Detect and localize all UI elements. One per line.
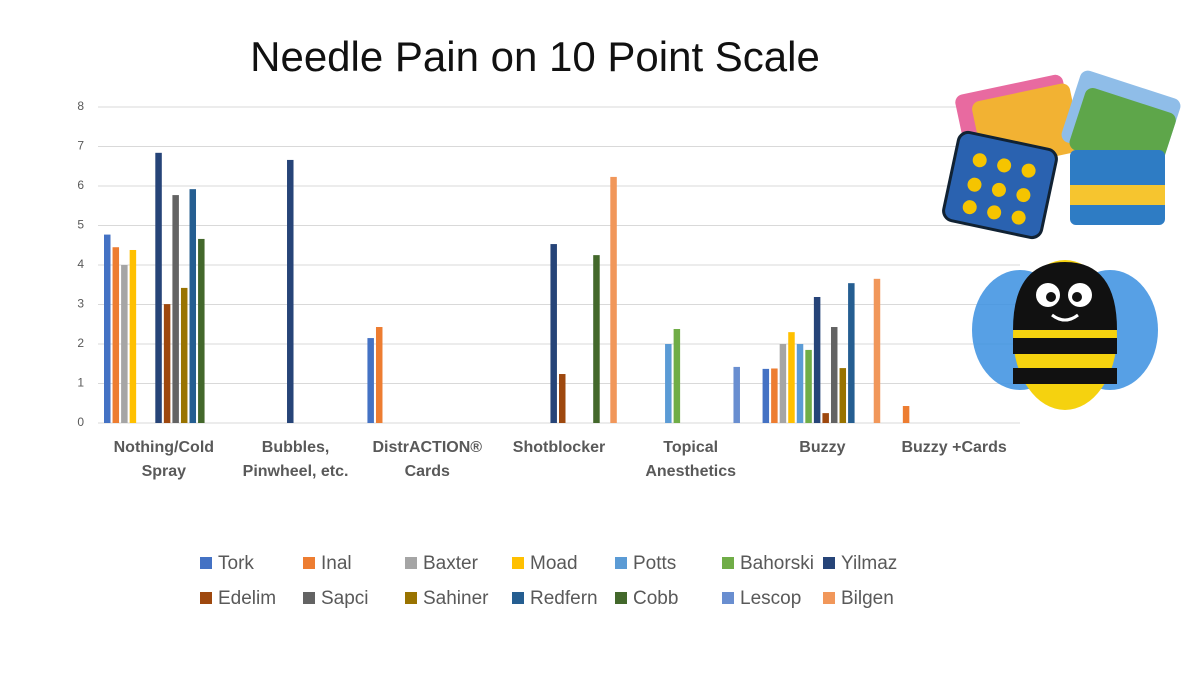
legend-label: Bahorski bbox=[740, 553, 814, 574]
bar bbox=[902, 406, 910, 423]
bar bbox=[180, 287, 188, 423]
legend-label: Moad bbox=[530, 553, 578, 574]
legend-swatch bbox=[615, 557, 627, 569]
y-tick-label: 3 bbox=[77, 297, 84, 311]
y-tick-label: 4 bbox=[77, 257, 84, 271]
legend-swatch bbox=[405, 557, 417, 569]
bar bbox=[104, 234, 111, 423]
y-tick-label: 2 bbox=[77, 336, 84, 350]
legend-label: Redfern bbox=[530, 588, 598, 609]
legend-swatch bbox=[200, 592, 212, 604]
x-tick-label: DistrACTION® Cards bbox=[372, 439, 483, 480]
x-tick-label: Buzzy bbox=[799, 439, 846, 456]
bar bbox=[848, 283, 855, 423]
bar bbox=[559, 374, 566, 423]
bar bbox=[733, 366, 740, 423]
bar bbox=[762, 368, 770, 423]
bar bbox=[771, 368, 778, 423]
legend-swatch bbox=[823, 592, 835, 604]
legend-label: Edelim bbox=[218, 588, 276, 609]
legend-label: Tork bbox=[218, 553, 254, 574]
y-tick-label: 0 bbox=[77, 415, 84, 429]
bar bbox=[813, 296, 821, 423]
bar bbox=[155, 152, 162, 423]
legend-label: Sahiner bbox=[423, 588, 489, 609]
plot: 0 1 2 3 4 5 6 7 8 bbox=[77, 99, 1020, 429]
bar bbox=[189, 189, 197, 423]
y-tick-label: 6 bbox=[77, 178, 84, 192]
bar bbox=[163, 304, 171, 423]
bar bbox=[830, 327, 838, 423]
x-tick-label: Bubbles, Pinwheel, etc. bbox=[242, 439, 349, 480]
bar bbox=[779, 344, 787, 423]
y-tick-label: 1 bbox=[77, 376, 84, 390]
bar bbox=[367, 338, 374, 423]
bar bbox=[822, 413, 829, 423]
legend-swatch bbox=[722, 592, 734, 604]
bar bbox=[550, 244, 557, 423]
bar bbox=[129, 249, 137, 423]
x-tick-label: Topical Anesthetics bbox=[645, 439, 737, 480]
bar bbox=[673, 328, 681, 423]
decoration-images bbox=[942, 70, 1181, 410]
legend-label: Sapci bbox=[321, 588, 369, 609]
chart-title: Needle Pain on 10 Point Scale bbox=[250, 33, 820, 80]
bar bbox=[287, 159, 294, 423]
legend-label: Bilgen bbox=[841, 588, 894, 609]
bar bbox=[805, 349, 812, 423]
legend-swatch bbox=[303, 557, 315, 569]
legend-label: Baxter bbox=[423, 553, 479, 574]
bar bbox=[665, 344, 672, 423]
legend-swatch bbox=[303, 592, 315, 604]
legend-swatch bbox=[200, 557, 212, 569]
y-tick-label: 7 bbox=[77, 139, 84, 153]
bar bbox=[593, 255, 600, 423]
legend-swatch bbox=[512, 592, 524, 604]
x-tick-label: Buzzy +Cards bbox=[901, 439, 1007, 456]
legend-label: Yilmaz bbox=[841, 553, 897, 574]
legend-label: Potts bbox=[633, 553, 676, 574]
bar bbox=[112, 247, 120, 423]
legend-swatch bbox=[722, 557, 734, 569]
legend-swatch bbox=[823, 557, 835, 569]
bar bbox=[375, 327, 383, 423]
legend-swatch bbox=[512, 557, 524, 569]
y-tick-label: 8 bbox=[77, 99, 84, 113]
legend-label: Cobb bbox=[633, 588, 678, 609]
y-tick-label: 5 bbox=[77, 218, 84, 232]
bar bbox=[121, 265, 128, 423]
bar bbox=[788, 332, 795, 423]
bar bbox=[172, 195, 179, 423]
x-tick-label: Nothing/Cold Spray bbox=[113, 439, 215, 480]
legend-label: Lescop bbox=[740, 588, 801, 609]
bar bbox=[796, 344, 804, 423]
legend-swatch bbox=[615, 592, 627, 604]
legend-swatch bbox=[405, 592, 417, 604]
legend-label: Inal bbox=[321, 553, 352, 574]
bar bbox=[198, 238, 205, 423]
bar bbox=[873, 278, 881, 423]
bar bbox=[839, 368, 847, 423]
x-tick-label: Shotblocker bbox=[512, 439, 606, 456]
bar bbox=[610, 176, 617, 423]
